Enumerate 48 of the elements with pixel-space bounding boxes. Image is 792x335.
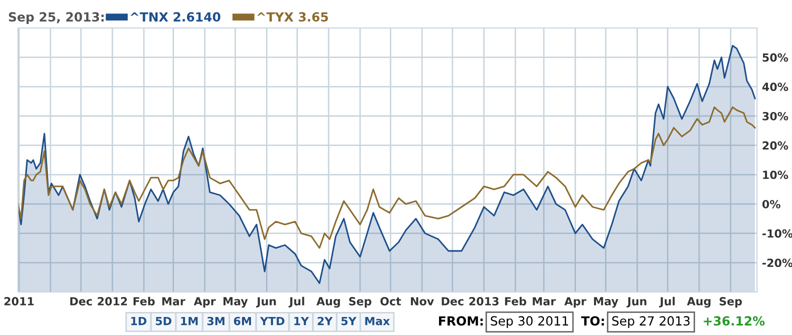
y-tick-label: 30% — [762, 112, 788, 120]
x-tick-label: Feb — [505, 296, 526, 306]
x-tick-label: Apr — [564, 297, 586, 308]
x-tick-label: Sep — [349, 297, 372, 308]
text: 1D — [131, 316, 146, 326]
legend-title: Sep 25, 2013: — [8, 12, 104, 24]
text: 2Y — [318, 316, 333, 326]
text: TO: — [581, 316, 604, 326]
x-tick-label: Dec — [442, 297, 464, 306]
x-tick-label: Aug — [316, 297, 340, 308]
x-tick-label: 2013 — [469, 297, 499, 306]
line-series — [18, 106, 756, 249]
text: +36.12% — [704, 316, 765, 326]
text: Max — [365, 316, 390, 326]
x-tick-label: Feb — [134, 296, 155, 306]
y-tick-label: 40% — [762, 82, 788, 92]
y-tick-label: 0% — [762, 200, 780, 208]
text: 1M — [181, 316, 198, 326]
x-tick-label: 2012 — [98, 297, 127, 306]
x-tick-label: Mar — [162, 297, 186, 306]
y-tick-label: 20% — [762, 141, 788, 150]
x-tick-label: Jul — [288, 296, 304, 308]
text: Sep 30 2011 — [490, 316, 568, 328]
text: 5D — [156, 316, 172, 326]
legend-label: ^TNX 2.6140 — [130, 12, 220, 22]
x-tick-label: Mar — [532, 297, 556, 306]
x-tick-label: May — [594, 297, 618, 308]
y-tick-label: 10% — [763, 170, 788, 180]
text: 1Y — [294, 316, 310, 326]
x-tick-label: Dec — [70, 297, 92, 306]
x-tick-label: Jul — [659, 296, 675, 308]
x-tick-label: Jun — [626, 297, 646, 308]
x-tick-label: May — [224, 297, 248, 308]
text: FROM: — [439, 316, 483, 326]
text: 3M — [207, 316, 224, 326]
text: YTD — [260, 316, 284, 326]
x-tick-label: 2011 — [4, 297, 34, 306]
x-tick-label: Nov — [410, 297, 434, 306]
x-tick-label: Sep — [720, 297, 742, 308]
x-tick-label: Aug — [686, 297, 710, 308]
x-tick-label: Jun — [256, 297, 276, 308]
y-tick-label: 50% — [762, 53, 788, 62]
text: Sep 27 2013 — [612, 316, 690, 328]
text: 5Y — [341, 316, 357, 326]
legend-label: ^TYX 3.65 — [257, 12, 328, 22]
text: 6M — [234, 316, 252, 326]
x-tick-label: Oct — [380, 297, 401, 306]
x-tick-label: Apr — [194, 297, 216, 308]
